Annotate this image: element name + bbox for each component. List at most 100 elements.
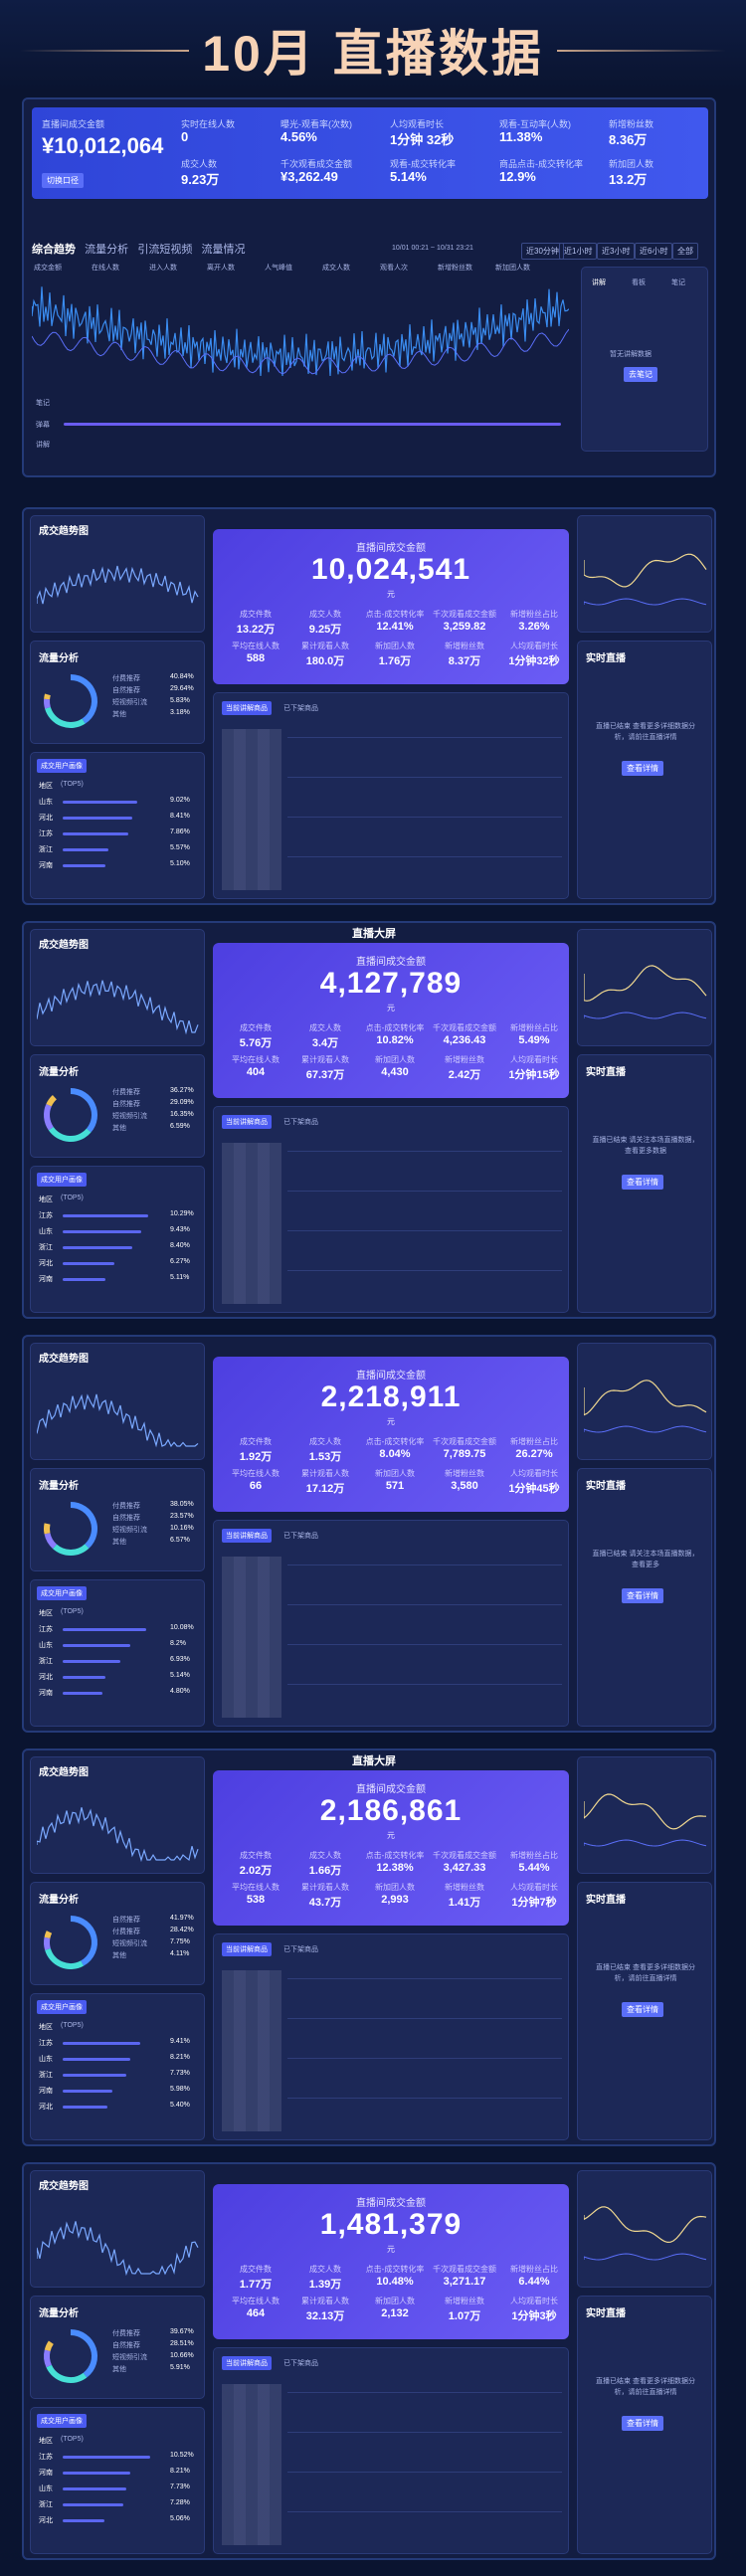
online-trend-card [577, 515, 712, 633]
overview-trend-chart [32, 286, 569, 377]
range-button[interactable]: 近1小时 [559, 243, 598, 260]
side-tab-note[interactable]: 笔记 [671, 279, 685, 286]
blurred-product-image [222, 1557, 281, 1718]
region-pct: 8.40% [170, 1242, 190, 1249]
side-tab-board[interactable]: 看板 [632, 279, 646, 286]
metric-value: 404 [246, 1066, 266, 1078]
metric-value: 26.27% [515, 1448, 553, 1460]
metric-value: 7,789.75 [443, 1448, 486, 1460]
range-button[interactable]: 近30分钟 [521, 243, 564, 260]
region-title: 地区 [39, 2024, 53, 2031]
flow-pct: 5.83% [170, 697, 190, 704]
trend-line [37, 1807, 199, 1863]
live-status-card: 实时直播 直播已结束 请关注本场直播数据，查看更多 查看详情 [577, 1468, 712, 1727]
tab-video[interactable]: 引流短视频 [137, 244, 193, 256]
trend-mini-chart [37, 2221, 199, 2277]
region-tab[interactable]: 成交用户画像 [37, 1586, 87, 1600]
footer-note: 笔记 [36, 400, 50, 407]
metric-value: 3.4万 [311, 1037, 339, 1049]
online-line [584, 1793, 707, 1830]
online-mini-chart [584, 1793, 707, 1847]
legend-item[interactable]: 观看人次 [380, 265, 408, 272]
flow-pct: 39.67% [170, 2328, 194, 2335]
metric-label: 人均观看时长 [510, 1469, 558, 1478]
flow-pct: 38.05% [170, 1501, 194, 1508]
region-unit: (TOP5) [61, 1195, 84, 1201]
kpi-label: 成交人数 [181, 159, 218, 169]
range-button[interactable]: 近6小时 [635, 243, 673, 260]
region-name: 河南 [39, 1276, 53, 1283]
table-tab-removed[interactable]: 已下架商品 [283, 2360, 318, 2367]
metric-value: 10.82% [376, 1034, 414, 1046]
gmv-value: 4,127,789 [319, 967, 463, 1000]
region-name: 江苏 [39, 2454, 53, 2461]
metric-value: 3,427.33 [443, 1862, 486, 1874]
online-line [584, 2206, 707, 2244]
metric-value: 1.77万 [239, 2279, 273, 2291]
metric-value: 1.53万 [308, 1451, 342, 1463]
region-name: 浙江 [39, 2501, 53, 2508]
live-detail-button[interactable]: 查看详情 [622, 2002, 663, 2017]
live-detail-button[interactable]: 查看详情 [622, 1175, 663, 1190]
donut-slice [44, 1523, 51, 1535]
region-bar [63, 2487, 126, 2490]
metric-value: 67.37万 [305, 1069, 345, 1081]
metric-label: 新增粉丝占比 [510, 1437, 558, 1446]
table-tab-current[interactable]: 当前讲解商品 [222, 2356, 272, 2370]
legend-item[interactable]: 人气峰值 [265, 265, 292, 272]
legend-item[interactable]: 新加团人数 [495, 265, 530, 272]
donut-slice [44, 2349, 52, 2368]
legend-item[interactable]: 成交金额 [34, 265, 62, 272]
tab-trend[interactable]: 综合趋势 [32, 244, 76, 256]
gmv-label: 直播间成交金额 [356, 957, 426, 968]
donut-slice [44, 693, 51, 700]
live-detail-button[interactable]: 查看详情 [622, 2416, 663, 2431]
region-tab[interactable]: 成交用户画像 [37, 2414, 87, 2428]
switch-button[interactable]: 切换口径 [42, 173, 84, 188]
legend-item[interactable]: 离开人数 [207, 265, 235, 272]
region-tab[interactable]: 成交用户画像 [37, 2000, 87, 2014]
region-bar [63, 864, 105, 867]
region-bar [63, 2074, 126, 2077]
metric-value: 2.02万 [239, 1865, 273, 1877]
table-tab-removed[interactable]: 已下架商品 [283, 1946, 318, 1953]
range-button[interactable]: 近3小时 [597, 243, 636, 260]
gmv-label: 直播间成交金额 [356, 543, 426, 554]
kpi-value: 0 [181, 129, 189, 144]
region-pct: 7.73% [170, 2484, 190, 2490]
trend-mini-chart [37, 980, 199, 1035]
table-tab-current[interactable]: 当前讲解商品 [222, 1942, 272, 1956]
flow-pct: 3.18% [170, 709, 190, 716]
table-tab-current[interactable]: 当前讲解商品 [222, 1115, 272, 1129]
tab-traffic[interactable]: 流量分析 [85, 244, 129, 256]
region-name: 山东 [39, 1228, 53, 1235]
table-tab-removed[interactable]: 已下架商品 [283, 1533, 318, 1540]
table-tab-removed[interactable]: 已下架商品 [283, 705, 318, 712]
online-mini-chart [584, 553, 707, 606]
flow-legend-item: 其他 [112, 711, 126, 718]
side-note-button[interactable]: 去笔记 [624, 367, 657, 382]
legend-item[interactable]: 在线人数 [92, 265, 119, 272]
flow-title: 流量分析 [39, 2308, 79, 2319]
region-name: 江苏 [39, 830, 53, 837]
table-tab-removed[interactable]: 已下架商品 [283, 1119, 318, 1126]
legend-item[interactable]: 成交人数 [322, 265, 350, 272]
side-tab-explain[interactable]: 讲解 [592, 279, 606, 286]
region-pct: 6.93% [170, 1656, 190, 1663]
tab-flow[interactable]: 流量情况 [201, 244, 246, 256]
live-detail-button[interactable]: 查看详情 [622, 761, 663, 776]
flow-title: 流量分析 [39, 1895, 79, 1906]
flow-pct: 41.97% [170, 1915, 194, 1922]
metric-value: 1分钟32秒 [508, 655, 560, 667]
region-tab[interactable]: 成交用户画像 [37, 1173, 87, 1187]
region-tab[interactable]: 成交用户画像 [37, 759, 87, 773]
legend-item[interactable]: 进入人数 [149, 265, 177, 272]
metric-label: 成交人数 [309, 1023, 341, 1032]
metric-value: 9.25万 [308, 624, 342, 636]
live-detail-button[interactable]: 查看详情 [622, 1588, 663, 1603]
region-bar [63, 1692, 102, 1695]
range-button[interactable]: 全部 [672, 243, 698, 260]
table-tab-current[interactable]: 当前讲解商品 [222, 701, 272, 715]
legend-item[interactable]: 新增粉丝数 [438, 265, 472, 272]
table-tab-current[interactable]: 当前讲解商品 [222, 1529, 272, 1543]
